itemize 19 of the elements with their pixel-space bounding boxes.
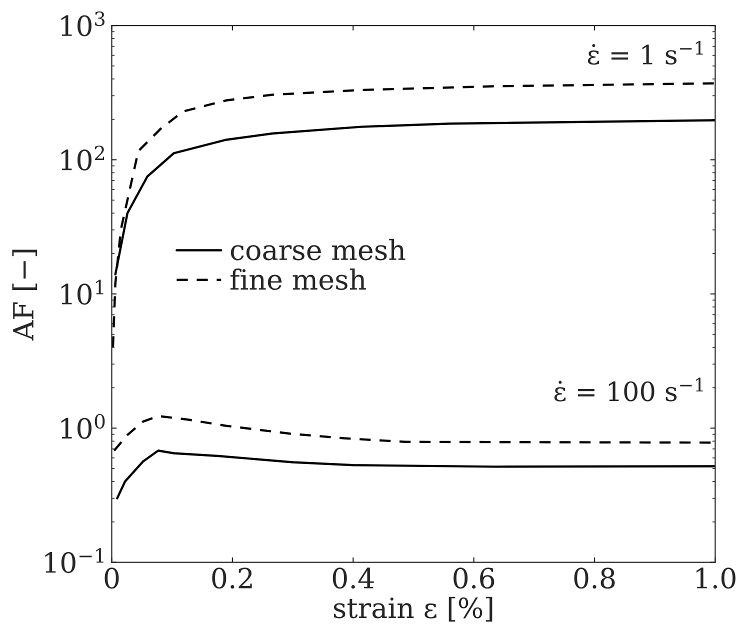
y-axis-title: AF [−] (12, 250, 37, 341)
x-tick-label: 0.4 (332, 568, 374, 589)
x-axis-title: strain ε [%] (334, 596, 492, 622)
annotation: ε̇ = 1 s$^{−1}$ (588, 40, 703, 65)
x-tick-label: 1.0 (696, 568, 736, 589)
x-tick-label: 0.2 (212, 568, 252, 589)
legend-label: coarse mesh (230, 238, 406, 260)
x-tick-label: 0.8 (574, 568, 615, 589)
y-tick-label: 10$^{3}$ (61, 11, 105, 36)
y-tick-label: 10$^{0}$ (61, 414, 105, 439)
x-tick-label: 0.6 (454, 568, 494, 589)
annotation: ε̇ = 100 s$^{−1}$ (554, 378, 703, 402)
line-series (112, 82, 716, 348)
y-tick-label: 10$^{2}$ (61, 146, 104, 170)
line-series (116, 449, 716, 500)
legend-label: fine mesh (230, 268, 366, 290)
y-tick-label: 10$^{−1}$ (45, 548, 104, 574)
y-tick-label: 10$^{1}$ (61, 280, 104, 305)
x-tick-label: 0 (104, 568, 119, 589)
